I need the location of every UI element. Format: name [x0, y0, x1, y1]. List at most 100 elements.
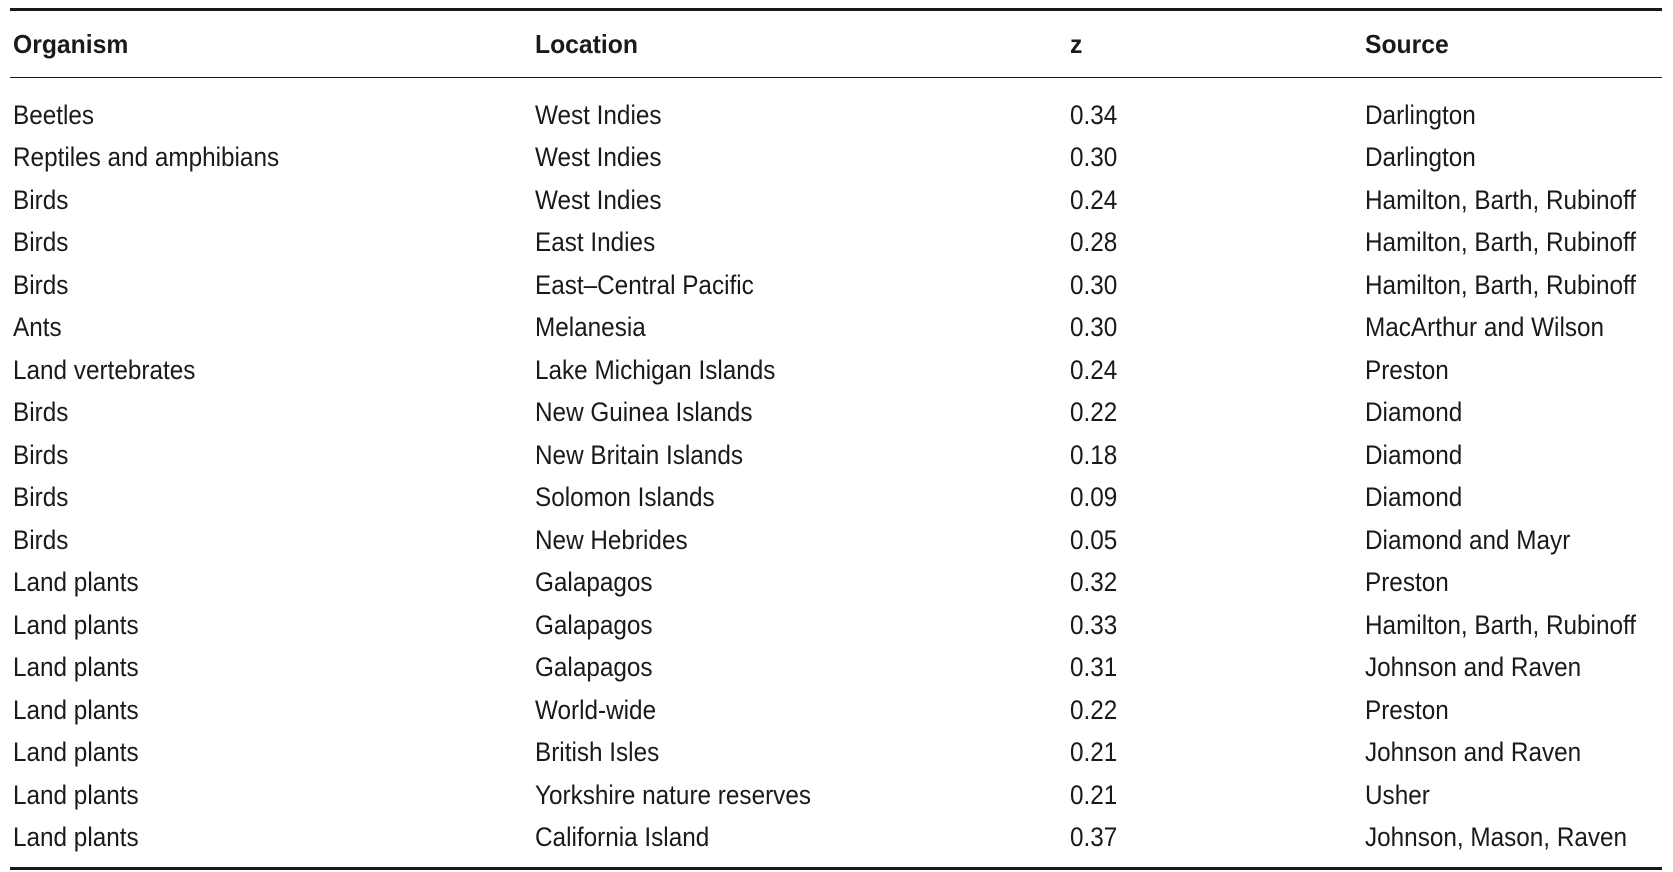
cell-source: Diamond: [1365, 439, 1463, 470]
cell-source: Johnson, Mason, Raven: [1365, 822, 1628, 853]
cell-source: Hamilton, Barth, Rubinoff: [1365, 269, 1637, 300]
cell-location: Lake Michigan Islands: [535, 354, 776, 385]
header-organism: Organism: [13, 28, 129, 59]
cell-location: Galapagos: [535, 609, 653, 640]
cell-location: East–Central Pacific: [535, 269, 754, 300]
table-row: Land plants Galapagos 0.33 Hamilton, Barth,…: [10, 604, 1662, 647]
cell-organism: Birds: [13, 184, 69, 215]
cell-z: 0.31: [1070, 652, 1118, 683]
header-z: z: [1070, 28, 1083, 59]
cell-location: East Indies: [535, 227, 656, 258]
cell-organism: Land plants: [13, 652, 139, 683]
cell-organism: Land plants: [13, 609, 139, 640]
cell-organism: Land vertebrates: [13, 354, 196, 385]
cell-z: 0.05: [1070, 524, 1118, 555]
table-row: Birds West Indies 0.24 Hamilton, Barth, Rub…: [10, 179, 1662, 222]
table-bottom-rule: [10, 867, 1662, 870]
cell-source: Johnson and Raven: [1365, 737, 1582, 768]
cell-source: Hamilton, Barth, Rubinoff: [1365, 227, 1637, 258]
cell-z: 0.28: [1070, 227, 1118, 258]
cell-location: New Guinea Islands: [535, 397, 753, 428]
cell-source: Preston: [1365, 694, 1449, 725]
table-row: Birds East–Central Pacific 0.30 Hamilton, B…: [10, 264, 1662, 307]
cell-source: Preston: [1365, 354, 1449, 385]
table-row: Land vertebrates Lake Michigan Islands 0.2…: [10, 349, 1662, 392]
cell-organism: Beetles: [13, 99, 95, 130]
cell-source: Diamond: [1365, 482, 1463, 513]
table-row: Land plants British Isles 0.21 Johnson and …: [10, 732, 1662, 775]
cell-source: Preston: [1365, 567, 1449, 598]
cell-location: World-wide: [535, 694, 657, 725]
cell-location: Yorkshire nature reserves: [535, 779, 811, 810]
cell-location: Solomon Islands: [535, 482, 715, 513]
cell-location: West Indies: [535, 99, 662, 130]
cell-source: Darlington: [1365, 142, 1476, 173]
table-row: Land plants Galapagos 0.31 Johnson and Rave…: [10, 647, 1662, 690]
cell-z: 0.34: [1070, 99, 1118, 130]
cell-source: Diamond and Mayr: [1365, 524, 1571, 555]
cell-source: Usher: [1365, 779, 1430, 810]
header-location: Location: [535, 28, 638, 59]
cell-z: 0.30: [1070, 142, 1118, 173]
cell-z: 0.37: [1070, 822, 1118, 853]
cell-organism: Birds: [13, 524, 69, 555]
table-row: Birds New Britain Islands 0.18 Diamond: [10, 434, 1662, 477]
cell-organism: Land plants: [13, 822, 139, 853]
cell-organism: Land plants: [13, 694, 139, 725]
header-source: Source: [1365, 28, 1449, 59]
cell-location: Melanesia: [535, 312, 646, 343]
table-row: Land plants World-wide 0.22 Preston: [10, 689, 1662, 732]
cell-location: Galapagos: [535, 652, 653, 683]
cell-z: 0.09: [1070, 482, 1118, 513]
cell-organism: Birds: [13, 397, 69, 428]
table-row: Birds New Guinea Islands 0.22 Diamond: [10, 392, 1662, 435]
table-row: Reptiles and amphibians West Indies 0.30 Da…: [10, 137, 1662, 180]
cell-z: 0.24: [1070, 184, 1118, 215]
cell-source: MacArthur and Wilson: [1365, 312, 1605, 343]
cell-location: New Britain Islands: [535, 439, 743, 470]
cell-z: 0.30: [1070, 269, 1118, 300]
cell-location: California Island: [535, 822, 710, 853]
table-header-rule: [10, 77, 1662, 78]
table-row: Birds East Indies 0.28 Hamilton, Barth, Rub…: [10, 222, 1662, 265]
cell-z: 0.32: [1070, 567, 1118, 598]
table-row: Land plants Yorkshire nature reserves 0.21…: [10, 774, 1662, 817]
table-body: Beetles West Indies 0.34 Darlington Reptiles…: [10, 78, 1662, 859]
cell-z: 0.21: [1070, 737, 1118, 768]
cell-organism: Land plants: [13, 567, 139, 598]
cell-location: West Indies: [535, 184, 662, 215]
cell-source: Hamilton, Barth, Rubinoff: [1365, 184, 1637, 215]
cell-organism: Birds: [13, 439, 69, 470]
table-row: Land plants California Island 0.37 Johnson,…: [10, 817, 1662, 860]
cell-z: 0.21: [1070, 779, 1118, 810]
cell-organism: Reptiles and amphibians: [13, 142, 280, 173]
cell-source: Johnson and Raven: [1365, 652, 1582, 683]
table-row: Birds Solomon Islands 0.09 Diamond: [10, 477, 1662, 520]
cell-source: Hamilton, Barth, Rubinoff: [1365, 609, 1637, 640]
cell-location: Galapagos: [535, 567, 653, 598]
cell-organism: Birds: [13, 482, 69, 513]
cell-location: New Hebrides: [535, 524, 688, 555]
cell-z: 0.22: [1070, 694, 1118, 725]
table-header-row: Organism Location z Source: [10, 11, 1662, 77]
table-top-rule: [10, 8, 1662, 11]
table-row: Beetles West Indies 0.34 Darlington: [10, 94, 1662, 137]
cell-source: Darlington: [1365, 99, 1476, 130]
cell-z: 0.18: [1070, 439, 1118, 470]
cell-organism: Birds: [13, 227, 69, 258]
cell-z: 0.30: [1070, 312, 1118, 343]
table-row: Ants Melanesia 0.30 MacArthur and Wilson: [10, 307, 1662, 350]
table-row: Birds New Hebrides 0.05 Diamond and Mayr: [10, 519, 1662, 562]
cell-organism: Land plants: [13, 737, 139, 768]
cell-z: 0.33: [1070, 609, 1118, 640]
cell-organism: Land plants: [13, 779, 139, 810]
table-row: Land plants Galapagos 0.32 Preston: [10, 562, 1662, 605]
cell-z: 0.22: [1070, 397, 1118, 428]
cell-location: West Indies: [535, 142, 662, 173]
cell-z: 0.24: [1070, 354, 1118, 385]
data-table: Organism Location z Source Beetles West I…: [10, 8, 1662, 870]
cell-source: Diamond: [1365, 397, 1463, 428]
cell-organism: Birds: [13, 269, 69, 300]
cell-organism: Ants: [13, 312, 62, 343]
cell-location: British Isles: [535, 737, 660, 768]
